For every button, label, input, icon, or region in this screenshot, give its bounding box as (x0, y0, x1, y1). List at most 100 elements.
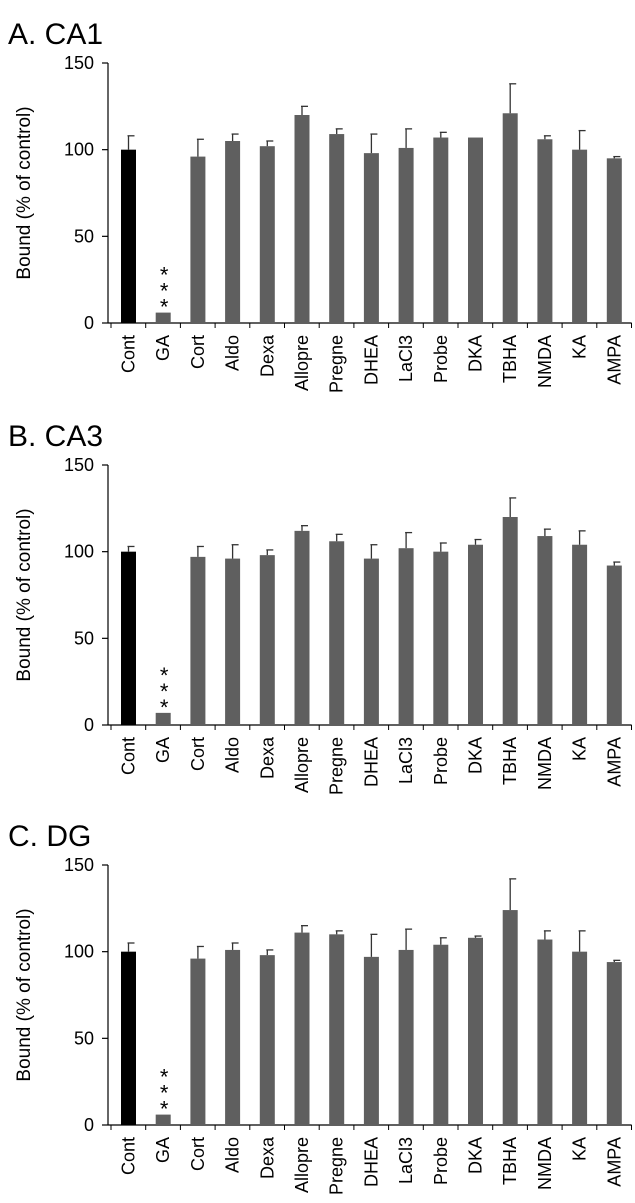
bar-cont (121, 951, 136, 1125)
bar-ka (572, 544, 588, 725)
x-tick-label: Probe (431, 335, 451, 383)
panel-title: C. DG (8, 820, 91, 853)
bar-ga (155, 712, 171, 725)
x-tick-label: Probe (431, 1137, 451, 1185)
bar-cont (121, 149, 136, 323)
bar-allopre (294, 932, 310, 1125)
bar-cort (190, 958, 206, 1125)
y-axis-label: Bound (% of control) (14, 508, 35, 681)
bar-ampa (606, 565, 622, 725)
x-tick-label: Aldo (223, 737, 243, 773)
bar-ga (155, 312, 171, 323)
panel-dg: C. DG Bound (% of control) 0 50 100 150 Cont GA… (8, 820, 632, 1195)
bar-dexa (259, 955, 275, 1125)
x-tick-label: AMPA (604, 737, 624, 787)
x-tick-label: TBHA (500, 737, 520, 785)
y-tick-label: 0 (84, 313, 94, 333)
bar-cort (190, 156, 206, 323)
bar-nmda (537, 139, 553, 323)
bar-dexa (259, 555, 275, 725)
x-tick-label: Dexa (257, 334, 277, 377)
bar-tbha (502, 910, 518, 1125)
x-tick-label: Dexa (257, 736, 277, 779)
x-tick-label: LaCl3 (396, 335, 416, 382)
significance-marker: * * * (160, 1065, 169, 1122)
x-tick-label: DKA (466, 335, 486, 372)
x-tick-label: Cort (188, 335, 208, 369)
y-tick-label: 50 (74, 1028, 94, 1048)
bar-probe (433, 137, 449, 323)
x-tick-label: Dexa (257, 1136, 277, 1179)
bar-dhea (363, 558, 379, 725)
y-tick-label: 150 (64, 855, 94, 875)
bar-dhea (363, 153, 379, 323)
bar-dka (468, 937, 483, 1125)
x-tick-label: AMPA (604, 335, 624, 385)
x-tick-label: DKA (466, 1137, 486, 1174)
y-tick-label: 50 (74, 628, 94, 648)
bar-tbha (502, 517, 518, 725)
x-tick-label: Aldo (223, 335, 243, 371)
x-tick-label: Allopre (292, 737, 312, 793)
significance-marker: * * * (160, 663, 169, 720)
bar-ampa (606, 158, 622, 323)
x-tick-label: Cont (119, 737, 139, 775)
bar-nmda (537, 939, 553, 1125)
x-tick-label: NMDA (535, 1137, 555, 1190)
x-tick-label: NMDA (535, 335, 555, 388)
x-tick-label: DHEA (361, 737, 381, 787)
bar-ampa (606, 962, 622, 1125)
x-tick-label: DKA (466, 737, 486, 774)
bar-aldo (225, 949, 241, 1125)
bar-probe (433, 944, 449, 1125)
bar-cort (190, 556, 206, 725)
bar-dhea (363, 956, 379, 1125)
panel-ca3: B. CA3 Bound (% of control) 0 50 100 150 Cont G… (8, 420, 632, 795)
bar-aldo (225, 141, 241, 323)
x-tick-label: Cont (119, 335, 139, 373)
x-tick-label: KA (570, 335, 590, 359)
x-tick-label: Cort (188, 1137, 208, 1171)
bar-dka (468, 544, 483, 725)
y-axis-label: Bound (% of control) (14, 908, 35, 1081)
x-tick-label: GA (153, 335, 173, 361)
bar-pregne (329, 541, 345, 725)
panel-title: A. CA1 (8, 18, 103, 51)
bar-pregne (329, 934, 345, 1125)
x-tick-label: LaCl3 (396, 1137, 416, 1184)
bar-dka (468, 137, 483, 323)
bar-lacl3 (398, 949, 414, 1125)
x-tick-label: Allopre (292, 335, 312, 391)
bar-ka (572, 951, 588, 1125)
x-tick-label: Pregne (327, 737, 347, 795)
x-tick-label: Aldo (223, 1137, 243, 1173)
x-tick-label: Pregne (327, 1137, 347, 1195)
x-tick-label: KA (570, 1137, 590, 1161)
x-tick-label: Cont (119, 1137, 139, 1175)
y-tick-label: 0 (84, 1115, 94, 1135)
bar-tbha (502, 113, 518, 324)
x-tick-label: AMPA (604, 1137, 624, 1187)
x-tick-label: LaCl3 (396, 737, 416, 784)
x-tick-label: Cort (188, 737, 208, 771)
significance-marker: * * * (160, 263, 169, 320)
x-tick-label: GA (153, 1137, 173, 1163)
y-tick-label: 150 (64, 455, 94, 475)
x-tick-label: GA (153, 737, 173, 763)
x-tick-label: NMDA (535, 737, 555, 790)
bar-nmda (537, 536, 553, 725)
x-tick-label: Probe (431, 737, 451, 785)
y-tick-label: 100 (64, 542, 94, 562)
x-tick-label: DHEA (361, 335, 381, 385)
x-tick-label: KA (570, 737, 590, 761)
bar-allopre (294, 530, 310, 725)
y-axis-label: Bound (% of control) (14, 106, 35, 279)
x-tick-label: TBHA (500, 1137, 520, 1185)
x-tick-label: Allopre (292, 1137, 312, 1193)
bar-pregne (329, 134, 345, 323)
bar-lacl3 (398, 548, 414, 725)
bar-lacl3 (398, 147, 414, 323)
y-tick-label: 100 (64, 140, 94, 160)
y-tick-label: 150 (64, 53, 94, 73)
